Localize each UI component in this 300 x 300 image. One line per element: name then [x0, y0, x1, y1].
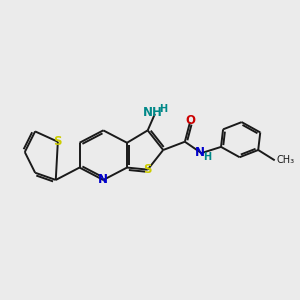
Text: O: O: [185, 113, 195, 127]
Text: H: H: [203, 152, 212, 162]
Text: H: H: [159, 104, 167, 114]
Text: CH₃: CH₃: [277, 155, 295, 165]
Text: S: S: [143, 163, 152, 176]
Text: N: N: [195, 146, 206, 159]
Text: N: N: [98, 173, 108, 187]
Text: S: S: [54, 135, 62, 148]
Text: NH: NH: [143, 106, 163, 119]
